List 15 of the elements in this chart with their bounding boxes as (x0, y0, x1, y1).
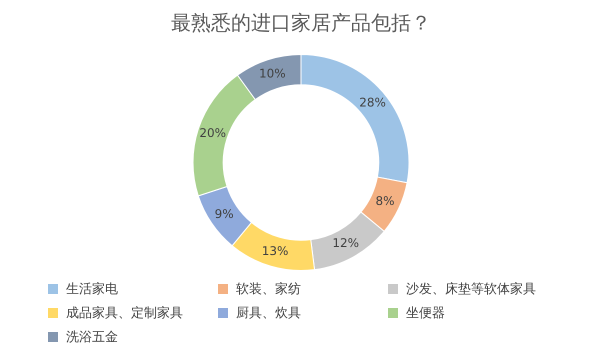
legend-label: 沙发、床垫等软体家具 (406, 281, 536, 298)
data-label: 9% (214, 206, 234, 221)
legend-label: 厨具、炊具 (236, 305, 301, 322)
legend-label: 软装、家纺 (236, 281, 301, 298)
data-label: 8% (376, 194, 395, 208)
data-label: 10% (258, 66, 286, 80)
data-label: 28% (359, 95, 386, 110)
legend-label: 洗浴五金 (66, 329, 118, 346)
legend-label: 坐便器 (406, 305, 445, 322)
chart-title: 最熟悉的进口家居产品包括？ (171, 12, 431, 34)
legend-label: 生活家电 (66, 281, 118, 298)
data-label: 20% (199, 126, 226, 140)
data-label: 13% (262, 244, 288, 258)
data-label: 12% (332, 236, 360, 250)
legend-label: 成品家具、定制家具 (66, 305, 183, 322)
